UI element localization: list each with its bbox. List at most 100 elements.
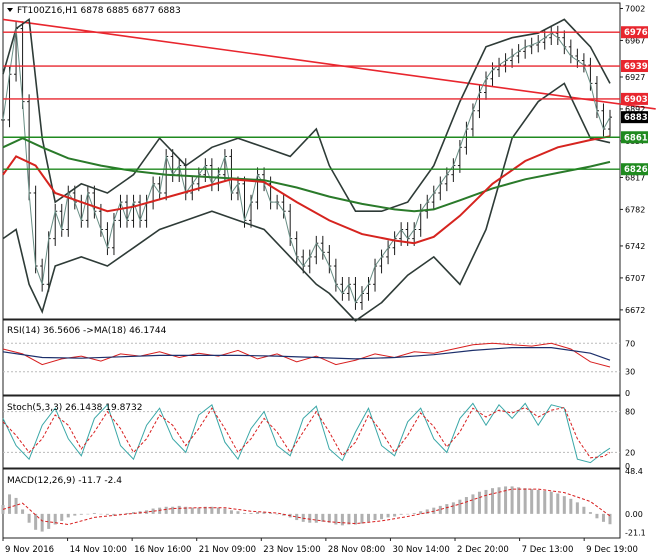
macd-bar xyxy=(412,512,416,514)
macd-axis-label: 0.00 xyxy=(625,510,643,519)
macd-bar xyxy=(582,506,586,514)
macd-bar xyxy=(177,505,181,514)
macd-bar xyxy=(99,513,103,515)
macd-bar xyxy=(556,493,560,514)
stoch-signal-line xyxy=(2,406,611,459)
macd-bar xyxy=(419,511,423,514)
price-axis-label: 6672 xyxy=(625,306,645,315)
macd-bar xyxy=(347,513,351,525)
rsi-axis-label: 0 xyxy=(625,389,630,398)
macd-bar xyxy=(575,502,579,514)
macd-bar xyxy=(471,494,475,514)
macd-bar xyxy=(386,513,390,518)
macd-bar xyxy=(595,513,599,519)
macd-bar xyxy=(334,513,338,525)
macd-bar xyxy=(105,513,109,515)
time-axis-label: 2 Dec 20:00 xyxy=(457,545,509,555)
macd-bar xyxy=(517,487,521,514)
fast-ma-line xyxy=(2,28,611,304)
red-ma-line xyxy=(2,135,611,245)
price-axis-label: 6817 xyxy=(625,173,645,182)
time-axis-label: 21 Nov 09:00 xyxy=(199,545,256,555)
macd-axis-label: 48.4 xyxy=(625,467,643,476)
macd-bar xyxy=(275,513,279,515)
time-axis-label: 30 Nov 14:00 xyxy=(392,545,449,555)
macd-bar xyxy=(53,513,57,525)
macd-bar xyxy=(601,513,605,522)
level-label: 6903 xyxy=(624,95,648,105)
macd-bar xyxy=(380,513,384,520)
price-axis-label: 6742 xyxy=(625,242,645,251)
time-axis-label: 28 Nov 08:00 xyxy=(328,545,385,555)
time-axis-label: 9 Dec 19:00 xyxy=(586,545,638,555)
macd-bar xyxy=(190,507,194,514)
macd-bar xyxy=(399,513,403,515)
macd-bar xyxy=(510,486,514,514)
time-axis-label: 16 Nov 16:00 xyxy=(134,545,191,555)
stoch-axis-label: 20 xyxy=(625,448,635,457)
rsi-axis-label: 70 xyxy=(625,339,635,348)
macd-bar xyxy=(151,508,155,514)
stoch-main-line xyxy=(2,402,611,464)
macd-bar xyxy=(314,513,318,523)
symbol-header: FT100Z16,H1 6878 6885 6877 6883 xyxy=(17,6,181,16)
macd-bar xyxy=(367,513,371,522)
price-bars xyxy=(1,21,612,310)
stoch-lines: 80 20 0 xyxy=(2,402,635,471)
macd-bar xyxy=(73,513,77,516)
macd-bar xyxy=(249,512,253,514)
dropdown-arrow-icon[interactable] xyxy=(7,8,13,12)
level-label-box xyxy=(621,26,648,39)
macd-bar xyxy=(171,506,175,514)
macd-bar xyxy=(458,499,462,514)
rsi-header: RSI(14) 36.5606 ->MA(18) 46.1744 xyxy=(7,326,167,336)
macd-bar xyxy=(21,509,25,514)
rsi-ma-line xyxy=(2,347,611,361)
time-axis-label: 23 Nov 15:00 xyxy=(263,545,320,555)
price-panel-frame xyxy=(2,2,621,320)
macd-bar xyxy=(464,497,468,514)
macd-signal-line xyxy=(2,488,611,526)
macd-bar xyxy=(27,513,31,523)
macd-bar xyxy=(562,496,566,514)
price-axis-label: 6927 xyxy=(625,73,645,82)
price-axis: 7002696769276892685768176782674267076672… xyxy=(620,4,648,315)
macd-bar xyxy=(451,502,455,514)
stoch-axis-label: 0 xyxy=(625,462,630,471)
rsi-panel-frame xyxy=(2,319,621,396)
macd-panel-frame xyxy=(2,468,621,539)
macd-bar xyxy=(497,487,501,514)
macd-bar xyxy=(321,513,325,522)
price-axis-label: 6892 xyxy=(625,105,645,114)
price-axis-label: 6967 xyxy=(625,36,645,45)
stoch-axis-label: 80 xyxy=(625,408,635,417)
level-label: 6861 xyxy=(624,133,648,143)
time-axis-label: 14 Nov 10:00 xyxy=(70,545,127,555)
trendline xyxy=(2,18,656,110)
rsi-axis-label: 30 xyxy=(625,368,635,377)
macd-bar xyxy=(210,506,214,514)
macd-bar xyxy=(79,513,83,515)
macd-bar xyxy=(438,505,442,514)
macd-bar xyxy=(40,513,44,532)
level-label: 6826 xyxy=(624,165,648,175)
horizontal-levels xyxy=(3,31,620,170)
macd-bar xyxy=(393,513,397,517)
macd-bar xyxy=(504,486,508,514)
macd-bar xyxy=(608,513,612,525)
macd-bar xyxy=(92,512,96,514)
rsi-line xyxy=(2,342,611,368)
time-axis: 9 Nov 2016 14 Nov 10:00 16 Nov 16:00 21 Nov… xyxy=(2,538,638,555)
stoch-panel-frame xyxy=(2,395,621,469)
macd-bar xyxy=(477,491,481,514)
macd-bar xyxy=(184,506,188,514)
macd-header: MACD(12,26,9) -11.7 -2.4 xyxy=(7,476,122,486)
macd-bar xyxy=(60,513,64,521)
macd-bar xyxy=(164,506,168,514)
price-axis-label: 6707 xyxy=(625,274,645,283)
macd-bar xyxy=(484,489,488,514)
macd-bar xyxy=(353,513,357,525)
macd-bar xyxy=(112,513,116,516)
level-label-box xyxy=(621,92,648,105)
macd-bar xyxy=(425,509,429,514)
